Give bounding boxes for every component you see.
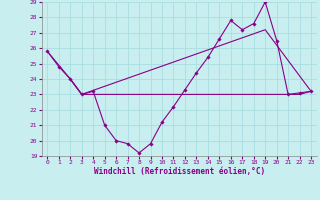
X-axis label: Windchill (Refroidissement éolien,°C): Windchill (Refroidissement éolien,°C) <box>94 167 265 176</box>
